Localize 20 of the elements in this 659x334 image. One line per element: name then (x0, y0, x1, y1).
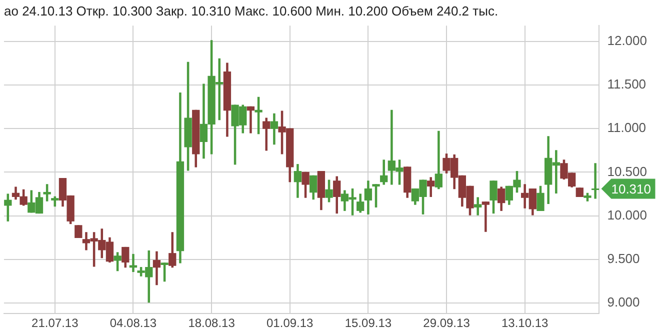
x-tick-label: 15.09.13 (344, 316, 392, 330)
candlestick (482, 202, 490, 232)
text: 10.310 (611, 181, 652, 196)
x-tick-label: 21.07.13 (32, 316, 79, 330)
y-tick-label: 12.000 (607, 32, 648, 48)
y-tick-label: 10.500 (607, 164, 648, 179)
candlestick (474, 197, 482, 216)
candlestick (246, 106, 255, 134)
x-tick-label: 18.08.13 (188, 316, 236, 330)
chart-title: ао 24.10.13 Откр. 10.300 Закр. 10.310 Макс. 10.600 Мин. 10.200 Объем 240.2 тыс. (4, 3, 498, 18)
y-tick-label: 9.000 (607, 294, 640, 310)
y-tick-label: 11.000 (607, 120, 646, 136)
y-tick-label: 9.500 (607, 251, 640, 266)
x-tick-label: 29.09.13 (423, 316, 470, 330)
x-tick-label: 04.08.13 (110, 316, 157, 330)
candlestick (591, 163, 600, 199)
y-tick-label: 11.500 (607, 76, 646, 92)
x-tick-label: 13.10.13 (501, 316, 549, 330)
y-tick-label: 10.000 (607, 207, 648, 222)
x-tick-label: 01.09.13 (266, 316, 314, 330)
